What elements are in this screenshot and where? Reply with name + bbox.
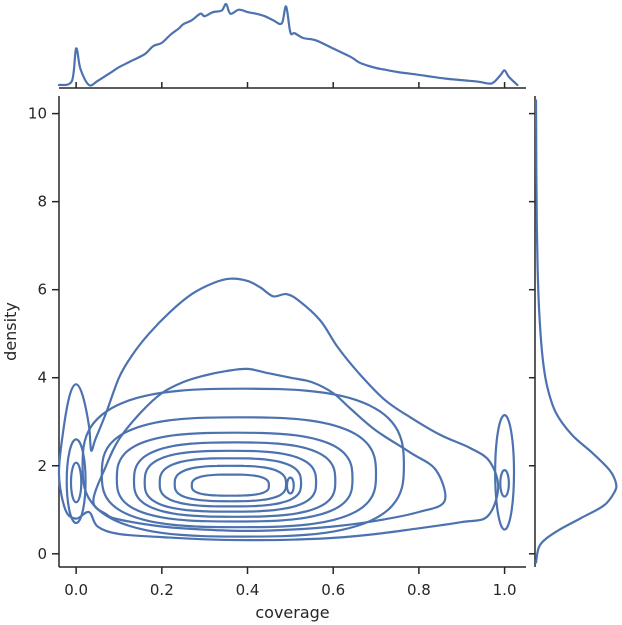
x-tick-label: 0.8 <box>407 581 431 599</box>
y-axis-title: density <box>1 302 20 361</box>
kde-contour-secondary-mode <box>285 476 295 495</box>
kde-contour-secondary-mode <box>494 414 516 531</box>
kde-contour-level <box>158 457 303 508</box>
y-tick-label: 4 <box>37 369 47 387</box>
y-tick-label: 10 <box>28 105 47 123</box>
x-axis-ticks: 0.0 0.2 0.4 0.6 0.8 1.0 <box>64 82 517 599</box>
y-axis-ticks: 0 2 4 6 8 10 <box>28 105 535 563</box>
x-tick-label: 0.6 <box>321 581 345 599</box>
y-tick-label: 0 <box>37 545 47 563</box>
kde-contour-level <box>143 449 318 513</box>
main-contour-panel: 0.0 0.2 0.4 0.6 0.8 1.0 0 2 4 6 8 10 <box>28 82 535 599</box>
x-tick-label: 1.0 <box>493 581 517 599</box>
y-tick-label: 6 <box>37 281 47 299</box>
x-tick-label: 0.0 <box>64 581 88 599</box>
kde-contour-level <box>115 431 354 523</box>
kde-contour-level <box>190 473 270 497</box>
x-tick-label: 0.2 <box>150 581 174 599</box>
kde-contour-group <box>57 277 516 542</box>
kde-contour-second <box>92 367 447 532</box>
kde-contour-level <box>100 416 378 529</box>
right-marginal-panel <box>534 96 618 567</box>
kde-contour-outer <box>57 277 500 542</box>
kde-contour-secondary-mode <box>65 438 87 525</box>
top-marginal-panel <box>57 2 526 89</box>
kde-contour-level <box>132 441 337 518</box>
y-tick-label: 8 <box>37 193 47 211</box>
kde-contour-level <box>81 387 405 538</box>
top-marginal-kde-curve <box>57 2 519 87</box>
y-tick-label: 2 <box>37 457 47 475</box>
right-marginal-kde-curve <box>534 99 618 564</box>
x-tick-label: 0.4 <box>236 581 260 599</box>
kde-contour-secondary-mode <box>69 461 83 504</box>
kde-contour-level <box>173 464 288 503</box>
kde-contour-secondary-mode <box>499 469 510 498</box>
x-axis-title: coverage <box>255 603 329 622</box>
